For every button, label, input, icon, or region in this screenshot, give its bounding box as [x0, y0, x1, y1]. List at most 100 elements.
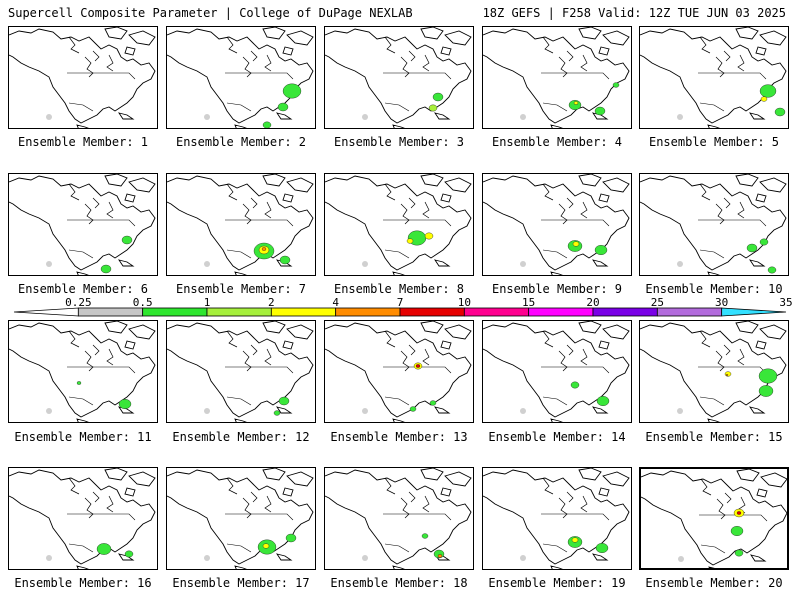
map-outline: [640, 174, 787, 275]
map-outline: [167, 468, 314, 569]
map-outline: [640, 27, 787, 128]
scp-contour-green: [282, 83, 302, 99]
ensemble-map-panel: [324, 320, 474, 423]
ensemble-map-panel: [8, 467, 158, 570]
scp-contour-green: [279, 255, 291, 265]
scp-contour-green: [432, 92, 444, 102]
ensemble-map-panel: [639, 173, 789, 276]
scp-contour-yellow: [724, 371, 732, 377]
ensemble-map-panel: [324, 467, 474, 570]
scp-contour-green: [278, 396, 290, 406]
ensemble-member-caption: Ensemble Member: 14: [488, 430, 626, 444]
ensemble-map-panel: [8, 320, 158, 423]
scp-contour-green: [594, 106, 606, 116]
ensemble-member-caption: Ensemble Member: 20: [645, 576, 783, 590]
map-outline: [167, 321, 314, 422]
scp-contour-green: [273, 410, 281, 416]
legend-color-segment: [142, 307, 208, 317]
map-outline: [483, 468, 630, 569]
scp-contour-green: [285, 533, 297, 543]
map-outline: [9, 174, 156, 275]
scp-contour-green: [76, 381, 82, 385]
scp-contour-green: [421, 533, 429, 539]
map-outline: [483, 27, 630, 128]
ensemble-map-panel: [324, 26, 474, 129]
scp-contour-green: [570, 381, 580, 389]
ensemble-map-panel: [482, 173, 632, 276]
scp-contour-green: [774, 107, 786, 117]
scp-contour-green: [124, 550, 134, 558]
legend-tick-label: 1: [203, 296, 211, 309]
scp-contour-orange: [725, 374, 729, 377]
scp-contour-yellow: [571, 537, 579, 543]
legend-tick-label: 25: [650, 296, 664, 309]
scp-contour-lime: [428, 104, 438, 112]
legend-tick-label: 7: [396, 296, 404, 309]
map-outline: [167, 174, 314, 275]
ensemble-member-caption: Ensemble Member: 12: [172, 430, 310, 444]
scp-contour-green: [409, 406, 417, 412]
scp-contour-orange: [437, 554, 443, 558]
legend-tick-label: 4: [332, 296, 339, 309]
scp-contour-green: [118, 398, 132, 409]
ensemble-map-panel: [482, 320, 632, 423]
scp-contour-green: [595, 542, 609, 553]
scp-contour-green: [277, 102, 289, 112]
map-outline: [325, 174, 472, 275]
ensemble-member-caption: Ensemble Member: 19: [488, 576, 626, 590]
scp-contour-green: [758, 368, 778, 384]
ensemble-member-caption: Ensemble Member: 4: [491, 135, 623, 149]
scp-contour-green: [758, 385, 774, 397]
legend-arrow-right: [721, 307, 787, 317]
ensemble-member-caption: Ensemble Member: 18: [330, 576, 468, 590]
legend-color-segment: [270, 307, 337, 317]
ensemble-map-panel: [166, 320, 316, 423]
ensemble-member-caption: Ensemble Member: 16: [14, 576, 152, 590]
scp-contour-orange: [261, 247, 267, 251]
ensemble-member-caption: Ensemble Member: 3: [333, 135, 465, 149]
ensemble-map-panel: [166, 467, 316, 570]
legend-color-segment: [592, 307, 658, 317]
scp-contour-green: [594, 244, 608, 255]
scp-contour-green: [100, 264, 112, 274]
legend-tick-label: 0.25: [65, 296, 92, 309]
legend-color-segment: [656, 307, 723, 317]
legend-color-segment: [463, 307, 530, 317]
scp-contour-green: [759, 238, 769, 246]
ensemble-member-caption: Ensemble Member: 5: [648, 135, 780, 149]
color-scale-bar: [13, 307, 787, 317]
scp-contour-green: [759, 84, 777, 98]
scp-contour-green: [767, 266, 777, 274]
map-outline: [483, 321, 630, 422]
ensemble-member-caption: Ensemble Member: 2: [175, 135, 307, 149]
legend-tick-label: 20: [586, 296, 600, 309]
scp-contour-green: [121, 235, 133, 245]
ensemble-member-caption: Ensemble Member: 17: [172, 576, 310, 590]
scp-contour-green: [96, 543, 112, 555]
ensemble-member-caption: Ensemble Member: 13: [330, 430, 468, 444]
scp-contour-yellow: [424, 232, 434, 240]
legend-tick-label: 2: [268, 296, 275, 309]
scp-contour-green: [734, 549, 744, 557]
map-outline: [167, 27, 314, 128]
ensemble-map-panel: [8, 173, 158, 276]
ensemble-map-panel: [482, 467, 632, 570]
legend-color-segment: [206, 307, 272, 317]
legend-tick-label: 10: [457, 296, 471, 309]
map-outline: [325, 27, 472, 128]
ensemble-map-panel: [639, 320, 789, 423]
scp-contour-green: [612, 82, 620, 88]
map-outline: [325, 468, 472, 569]
ensemble-map-panel: [166, 173, 316, 276]
map-outline: [483, 174, 630, 275]
legend-arrow-left: [13, 307, 79, 317]
ensemble-member-caption: Ensemble Member: 1: [17, 135, 149, 149]
ensemble-member-caption: Ensemble Member: 15: [645, 430, 783, 444]
ensemble-member-caption: Ensemble Member: 11: [14, 430, 152, 444]
ensemble-member-caption: Ensemble Member: 7: [175, 282, 307, 296]
ensemble-map-panel: [166, 26, 316, 129]
legend-color-segment: [77, 307, 144, 317]
ensemble-map-panel: [639, 467, 789, 570]
ensemble-member-caption: Ensemble Member: 10: [645, 282, 783, 296]
color-scale-legend: 0.25 0.5 1 2 4 7 10 15 20 25 30 35: [0, 296, 800, 322]
